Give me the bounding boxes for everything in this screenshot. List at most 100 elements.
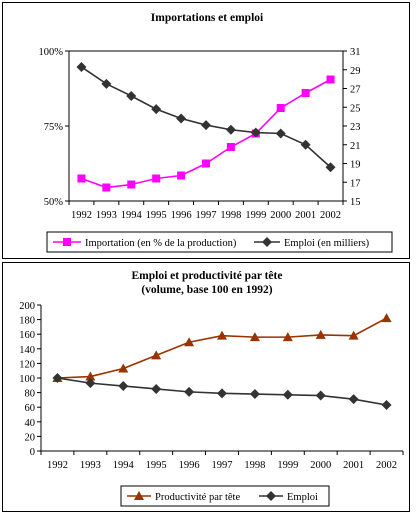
data-point — [101, 78, 112, 89]
chart-title: Emploi et productivité par tête — [132, 270, 283, 282]
x-tick-label: 1997 — [196, 210, 217, 221]
y-tick-label: 80 — [25, 389, 36, 400]
data-point — [249, 389, 260, 400]
x-tick-label: 1992 — [47, 460, 68, 471]
data-point — [326, 75, 335, 84]
legend-label: Emploi — [287, 492, 318, 503]
legend-box — [46, 231, 393, 253]
y-right-tick-label: 25 — [350, 103, 361, 114]
x-tick-label: 2000 — [310, 460, 331, 471]
y-tick-label: 180 — [19, 316, 35, 327]
data-point — [102, 183, 111, 192]
y-right-tick-label: 17 — [350, 178, 361, 189]
x-tick-label: 2000 — [270, 210, 291, 221]
x-tick-label: 1999 — [245, 210, 266, 221]
chart-emploi-productivite: Emploi et productivité par tête (volume,… — [19, 270, 404, 507]
y-tick-label: 60 — [25, 403, 36, 414]
x-tick-label: 2002 — [376, 460, 397, 471]
y-tick-label: 120 — [19, 359, 35, 370]
data-point — [249, 332, 260, 342]
y-tick-label: 0 — [30, 447, 35, 458]
x-tick-label: 1996 — [171, 210, 192, 221]
data-point — [217, 388, 227, 399]
x-tick-label: 1996 — [179, 460, 200, 471]
y-right-tick-label: 23 — [350, 122, 361, 133]
legend-marker — [266, 491, 276, 501]
data-point — [85, 378, 96, 389]
data-point — [315, 329, 326, 339]
y-tick-label: 100 — [19, 374, 35, 385]
data-point — [226, 143, 235, 151]
data-point — [315, 390, 326, 401]
data-point — [151, 350, 162, 360]
legend-label: Importation (en % de la production) — [85, 238, 237, 249]
x-tick-label: 2002 — [320, 210, 341, 221]
y-tick-label: 200 — [19, 301, 35, 312]
data-point — [152, 174, 161, 183]
data-point — [325, 162, 336, 173]
data-point — [52, 373, 63, 383]
y-tick-label: 160 — [19, 330, 35, 341]
x-tick-label: 1994 — [113, 460, 135, 471]
data-point — [184, 337, 195, 347]
data-point — [85, 371, 96, 381]
data-point — [151, 104, 162, 115]
data-point — [177, 171, 186, 180]
x-tick-label: 1994 — [121, 210, 143, 221]
data-point — [250, 127, 261, 138]
legend-label: Emploi (en milliers) — [284, 238, 370, 249]
data-point — [381, 400, 392, 411]
y-tick-label: 140 — [19, 345, 35, 356]
chart-panel-importations: Importations et emploi 50% 75% 100% 15 17 19 2… — [2, 2, 410, 259]
x-tick-label: 1998 — [244, 460, 265, 471]
data-point — [76, 61, 87, 72]
data-point — [118, 363, 129, 373]
legend-marker — [262, 237, 272, 247]
data-point — [282, 332, 293, 342]
y-right-tick-label: 19 — [350, 160, 361, 171]
y-right-tick-label: 29 — [350, 66, 361, 77]
chart-subtitle: (volume, base 100 en 1992) — [141, 284, 272, 296]
data-point — [282, 389, 293, 400]
x-tick-label: 2001 — [343, 460, 364, 471]
chart-importations-emploi: Importations et emploi 50% 75% 100% 15 17 19 2… — [39, 12, 393, 253]
chart-title: Importations et emploi — [151, 12, 264, 24]
series-line — [81, 66, 332, 168]
data-point — [176, 113, 187, 124]
x-tick-label: 1995 — [146, 210, 167, 221]
data-point — [202, 159, 210, 168]
y-right-tick-label: 27 — [350, 85, 361, 96]
x-tick-label: 1997 — [212, 460, 233, 471]
legend-label: Productivité par tête — [155, 492, 240, 503]
data-point — [348, 330, 359, 340]
data-point — [381, 313, 392, 323]
x-tick-label: 2001 — [295, 210, 316, 221]
x-tick-label: 1992 — [71, 210, 92, 221]
x-tick-label: 1998 — [220, 210, 241, 221]
y-tick-label: 40 — [25, 418, 36, 429]
y-left-tick-label: 100% — [39, 47, 64, 58]
data-point — [77, 174, 86, 183]
data-point — [127, 180, 136, 189]
data-point — [348, 394, 359, 405]
y-left-tick-label: 50% — [44, 197, 64, 208]
data-point — [118, 381, 129, 392]
legend-marker — [63, 238, 71, 246]
legend-marker — [134, 491, 144, 500]
x-tick-label: 1999 — [277, 460, 298, 471]
y-right-tick-label: 31 — [350, 47, 361, 58]
legend-box — [120, 485, 330, 507]
y-right-tick-label: 15 — [350, 197, 361, 208]
data-point — [301, 89, 310, 97]
x-tick-label: 1995 — [146, 460, 167, 471]
data-point — [300, 139, 311, 150]
data-point — [184, 386, 195, 397]
data-point — [126, 91, 137, 101]
y-left-tick-label: 75% — [44, 122, 64, 133]
data-point — [201, 120, 211, 131]
y-right-tick-label: 21 — [350, 141, 361, 152]
data-point — [217, 330, 227, 340]
data-point — [275, 128, 286, 139]
chart-panel-productivite: Emploi et productivité par tête (volume,… — [2, 262, 410, 512]
data-point — [276, 104, 285, 112]
